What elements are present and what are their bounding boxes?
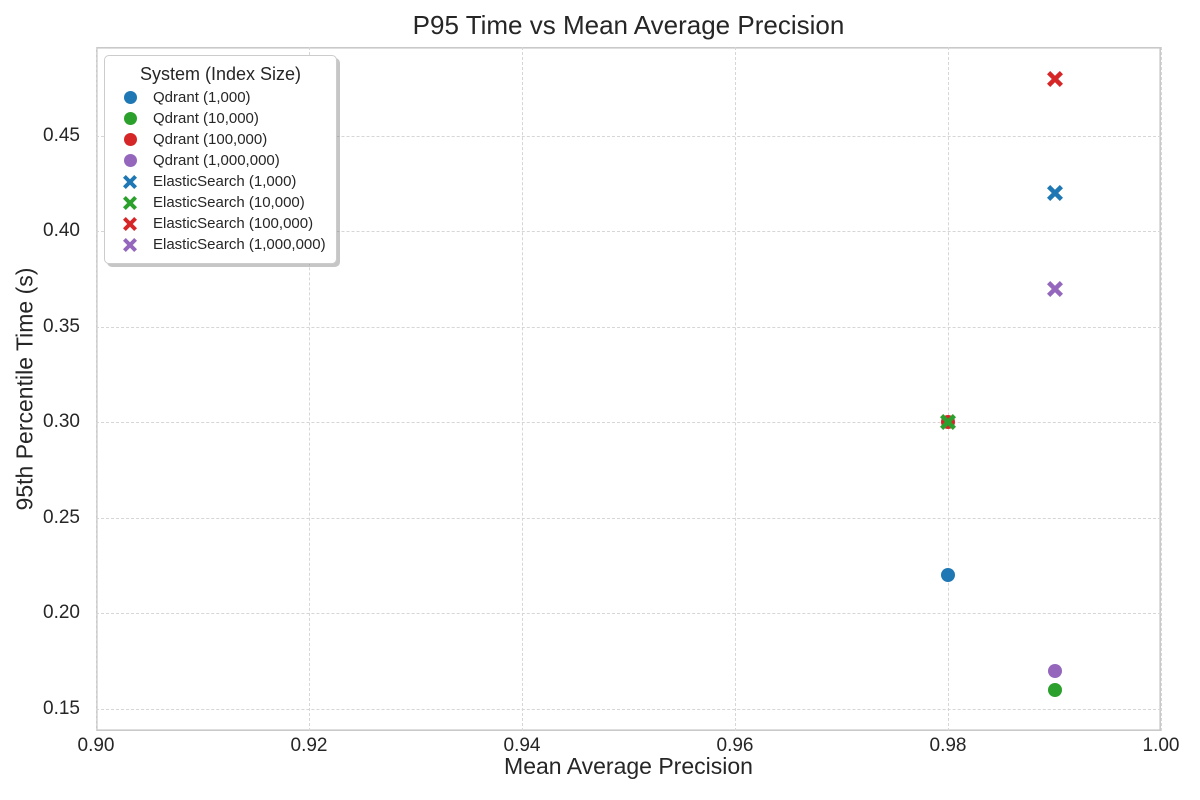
x-marker-icon xyxy=(1046,280,1063,297)
legend-box: System (Index Size) Qdrant (1,000) Qdrant… xyxy=(104,55,337,264)
x-tick-label-0.94: 0.94 xyxy=(503,735,541,756)
y-tick-label-0.40: 0.40 xyxy=(43,220,80,242)
data-point-elasticsearch-100-000 xyxy=(1046,70,1063,92)
x-tick-label-0.92: 0.92 xyxy=(290,735,328,756)
x-tick-label-0.98: 0.98 xyxy=(929,735,967,756)
gridline-y-0.45 xyxy=(96,135,1161,137)
x-marker-icon xyxy=(1046,185,1063,202)
circle-marker-icon xyxy=(123,112,137,125)
legend-item-qdrant-100-000: Qdrant (100,000) xyxy=(113,129,328,150)
legend-item-qdrant-1-000: Qdrant (1,000) xyxy=(113,87,328,108)
legend-circle-marker-icon xyxy=(119,91,141,104)
gridline-y-0.35 xyxy=(96,326,1161,328)
gridline-x-0.92 xyxy=(309,47,310,731)
legend-circle-marker-icon xyxy=(119,133,141,146)
circle-marker-icon xyxy=(123,91,137,104)
y-tick-label-0.30: 0.30 xyxy=(43,411,80,433)
circle-marker-icon xyxy=(123,154,137,167)
y-tick-label-0.45: 0.45 xyxy=(43,124,80,146)
x-axis-label: Mean Average Precision xyxy=(504,753,753,779)
x-tick-label-0.90: 0.90 xyxy=(77,735,115,756)
legend-items: Qdrant (1,000) Qdrant (10,000) Qdrant (100… xyxy=(113,87,328,255)
data-point-elasticsearch-10-000 xyxy=(940,414,956,435)
x-marker-icon xyxy=(1046,70,1063,87)
plot-area: System (Index Size) Qdrant (1,000) Qdrant… xyxy=(96,47,1162,731)
legend-item-elasticsearch-100-000: ElasticSearch (100,000) xyxy=(113,213,328,234)
gridline-x-0.98 xyxy=(948,47,949,731)
circle-marker-icon xyxy=(123,133,137,146)
x-tick-label-1.00: 1.00 xyxy=(1142,735,1180,756)
x-marker-icon xyxy=(123,195,137,210)
data-point-qdrant-10-000 xyxy=(1047,682,1062,697)
x-tick-label-0.96: 0.96 xyxy=(716,735,754,756)
legend-x-marker-icon xyxy=(119,174,141,189)
legend-item-qdrant-10-000: Qdrant (10,000) xyxy=(113,108,328,129)
gridline-y-0.25 xyxy=(96,517,1161,519)
legend-item-elasticsearch-10-000: ElasticSearch (10,000) xyxy=(113,192,328,213)
legend-item-qdrant-1-000-000: Qdrant (1,000,000) xyxy=(113,150,328,171)
y-tick-label-0.25: 0.25 xyxy=(43,506,80,528)
gridline-y-0.30 xyxy=(96,422,1161,424)
legend-item-label: Qdrant (100,000) xyxy=(153,131,268,148)
y-tick-label-0.35: 0.35 xyxy=(43,315,80,337)
legend-circle-marker-icon xyxy=(119,154,141,167)
legend-x-marker-icon xyxy=(119,237,141,252)
gridline-y-0.40 xyxy=(96,231,1161,233)
gridline-x-0.94 xyxy=(522,47,523,731)
gridline-x-1.00 xyxy=(1161,47,1162,731)
x-marker-icon xyxy=(123,237,137,252)
chart-title: P95 Time vs Mean Average Precision xyxy=(412,10,845,40)
y-tick-label-0.20: 0.20 xyxy=(43,602,80,624)
x-marker-icon xyxy=(123,216,137,231)
legend-title: System (Index Size) xyxy=(139,64,302,84)
legend-x-marker-icon xyxy=(119,195,141,210)
gridline-y-0.15 xyxy=(96,709,1161,711)
data-point-qdrant-1-000 xyxy=(941,568,955,583)
data-point-qdrant-1-000-000 xyxy=(1047,663,1062,678)
data-point-elasticsearch-1-000-000 xyxy=(1046,280,1063,302)
legend-item-label: Qdrant (1,000,000) xyxy=(153,152,280,169)
gridline-x-0.90 xyxy=(96,47,97,731)
legend-circle-marker-icon xyxy=(119,112,141,125)
legend-item-label: ElasticSearch (1,000,000) xyxy=(153,236,326,253)
legend-item-elasticsearch-1-000-000: ElasticSearch (1,000,000) xyxy=(113,234,328,255)
gridline-x-0.96 xyxy=(735,47,736,731)
legend-x-marker-icon xyxy=(119,216,141,231)
legend-item-elasticsearch-1-000: ElasticSearch (1,000) xyxy=(113,171,328,192)
legend-item-label: ElasticSearch (100,000) xyxy=(153,215,314,232)
legend-item-label: Qdrant (10,000) xyxy=(153,110,259,127)
legend-item-label: ElasticSearch (10,000) xyxy=(153,194,305,211)
x-marker-icon xyxy=(123,174,137,189)
legend-item-label: Qdrant (1,000) xyxy=(153,89,251,106)
y-axis-label: 95th Percentile Time (s) xyxy=(11,267,38,511)
data-point-elasticsearch-1-000 xyxy=(1046,185,1063,206)
legend-item-label: ElasticSearch (1,000) xyxy=(153,173,297,190)
y-tick-label-0.15: 0.15 xyxy=(43,698,80,720)
gridline-y-0.20 xyxy=(96,613,1161,615)
x-marker-icon xyxy=(940,414,956,431)
